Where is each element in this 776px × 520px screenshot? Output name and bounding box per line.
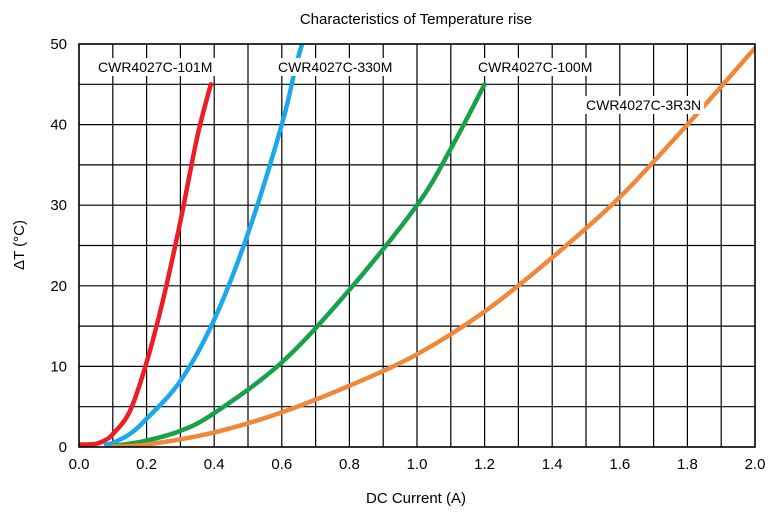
series-lines [79,44,755,447]
series-line [110,82,487,447]
series-label-background [275,58,396,76]
series-label: CWR4027C-101M [98,59,212,75]
x-tick-label: 0.0 [69,456,90,473]
x-tick-label: 1.4 [542,456,563,473]
series-label: CWR4027C-100M [478,59,592,75]
x-tick-label: 0.4 [204,456,225,473]
y-tick-label: 20 [50,278,67,295]
x-tick-label: 0.6 [271,456,292,473]
series-line [110,45,755,447]
y-tick-label: 30 [50,197,67,214]
x-tick-label: 2.0 [745,456,766,473]
series-label: CWR4027C-330M [278,59,392,75]
series-labels: CWR4027C-101M CWR4027C-330M CWR4027C-100M C… [95,58,705,114]
chart-title: Characteristics of Temperature rise [300,11,532,28]
x-tick-label: 0.2 [136,456,157,473]
x-tick-label: 1.6 [609,456,630,473]
series-line [103,44,305,447]
series-label: CWR4027C-3R3N [586,97,701,113]
x-tick-label: 1.8 [677,456,698,473]
y-axis-label: ΔT (°C) [11,220,28,270]
x-tick-label: 1.0 [407,456,428,473]
series-label-background [583,96,705,114]
tick-labels: 0.0 0.2 0.4 0.6 0.8 1.0 1.2 1.4 1.6 1.8 2.0 0 10 20 30… [50,36,765,473]
y-tick-label: 10 [50,358,67,375]
y-tick-label: 40 [50,117,67,134]
y-tick-label: 0 [59,439,67,456]
y-tick-label: 50 [50,36,67,53]
x-tick-label: 1.2 [474,456,495,473]
x-axis-label: DC Current (A) [366,490,466,507]
series-label-background [95,58,216,76]
x-tick-label: 0.8 [339,456,360,473]
plot-frame [78,43,756,448]
series-line [79,82,214,447]
series-label-background [475,58,596,76]
